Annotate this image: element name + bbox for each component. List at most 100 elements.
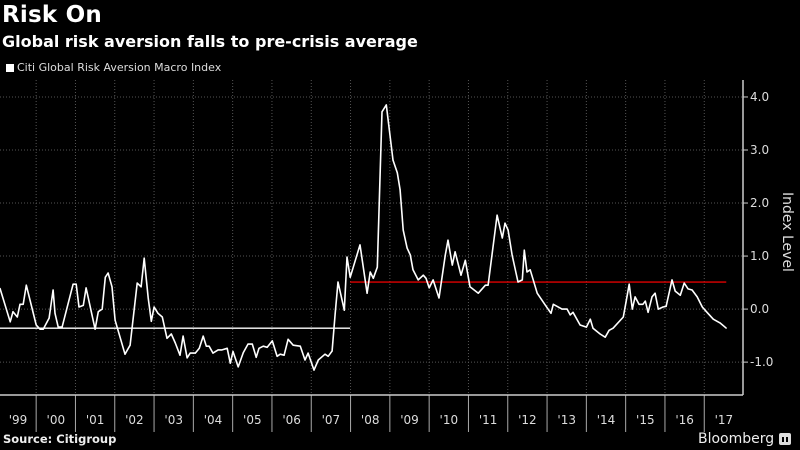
data-point [251,343,253,345]
x-tick-label: '15 [636,413,655,427]
data-point [569,314,571,316]
data-point [299,345,301,347]
data-point [124,353,126,355]
x-tick-label: '05 [243,413,262,427]
data-point [61,326,63,328]
data-point [671,279,673,281]
data-point [78,306,80,308]
data-point [217,349,219,351]
data-point [331,350,333,352]
data-point [444,254,446,256]
data-point [52,289,54,291]
data-point [107,272,109,274]
data-point [634,296,636,298]
data-point [140,286,142,288]
x-tick-label: '04 [204,413,223,427]
data-point [292,344,294,346]
data-point [622,316,624,318]
x-tick-label: '09 [400,413,419,427]
data-point [97,311,99,313]
data-point [612,327,614,329]
data-point [628,283,630,285]
data-point [438,297,440,299]
x-tick-label: '13 [557,413,576,427]
data-point [504,222,506,224]
data-point [22,303,24,305]
data-point [346,256,348,258]
y-tick-label: 3.0 [750,143,769,157]
data-point [324,353,326,355]
data-point [42,328,44,330]
data-point [189,352,191,354]
data-point [399,189,401,191]
data-point [631,308,633,310]
data-point [381,111,383,113]
data-point [157,312,159,314]
data-point [242,351,244,354]
data-point [82,304,84,306]
data-point [247,343,249,345]
chart-title: Risk On [2,2,102,28]
x-tick-label: '99 [9,413,28,427]
series-group [0,104,727,371]
data-point [447,239,449,241]
data-point [182,335,184,337]
data-point [599,333,601,335]
data-point [647,311,649,313]
data-point [317,359,319,361]
data-point [143,257,145,259]
data-point [642,303,644,305]
data-point [725,327,727,329]
data-point [276,355,278,357]
data-point [406,247,408,249]
data-point [237,366,239,368]
data-point [205,345,207,347]
data-point [662,306,664,308]
data-point [334,312,336,314]
data-point [679,294,681,296]
data-point [592,327,594,329]
brand-name: Bloomberg [698,431,775,447]
data-point [153,306,155,308]
data-point [198,347,200,349]
data-point [687,288,689,290]
data-point [412,269,414,271]
data-point [85,287,87,289]
legend-label: Citi Global Risk Aversion Macro Index [17,61,222,74]
x-tick-label: '00 [47,413,66,427]
data-point [258,347,260,349]
data-point [208,345,210,347]
data-point [477,292,479,294]
data-point [283,354,285,356]
data-point [579,324,581,326]
data-point [114,319,116,321]
y-axis-label: Index Level [779,192,795,272]
data-point [460,274,462,276]
data-point [657,308,659,310]
y-tick-label: 2.0 [750,196,769,210]
data-point [396,172,398,174]
data-point [550,312,552,314]
x-tick-label: '07 [322,413,341,427]
data-point [572,311,574,313]
data-point [625,301,627,303]
x-tick-label: '17 [715,413,734,427]
data-point [701,306,703,308]
data-point [425,277,427,279]
data-point [12,311,14,313]
data-point [432,279,434,281]
data-point [517,281,519,283]
data-point [665,305,667,308]
data-point [48,317,50,319]
legend-swatch [6,63,14,72]
data-point [536,292,538,294]
y-tick-label: 0.0 [750,302,769,316]
data-point [484,284,486,286]
data-point [136,282,138,284]
data-point [451,264,453,266]
data-point [179,354,181,356]
data-point [186,357,188,359]
x-tick-label: '10 [440,413,459,427]
series-line [0,104,727,371]
